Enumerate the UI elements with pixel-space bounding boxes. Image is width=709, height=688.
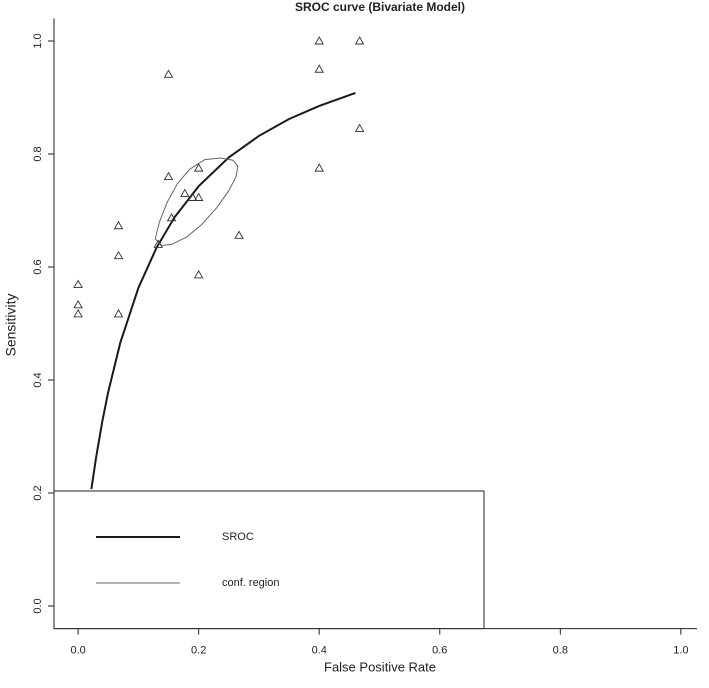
data-point <box>187 192 198 201</box>
data-point <box>73 279 83 288</box>
x-tick-label: 0.6 <box>432 645 447 657</box>
x-tick-label: 0.4 <box>312 645 327 657</box>
legend: SROC conf. region <box>53 490 485 630</box>
x-axis-label: False Positive Rate <box>324 659 436 674</box>
x-tick-label: 0.2 <box>191 645 206 657</box>
x-tick-label: 1.0 <box>673 645 688 657</box>
data-point <box>153 239 164 248</box>
y-tick-label: 0.4 <box>32 372 44 387</box>
legend-label: SROC <box>222 531 254 543</box>
data-point <box>193 270 204 279</box>
data-point <box>113 220 124 230</box>
data-point <box>193 192 204 201</box>
series-line <box>154 157 239 247</box>
legend-box <box>53 490 485 630</box>
data-point <box>314 163 324 172</box>
y-tick-label: 1.0 <box>32 33 44 48</box>
data-point <box>113 250 124 260</box>
data-point <box>193 163 204 172</box>
data-point <box>163 171 174 181</box>
y-tick-label: 0.6 <box>32 259 44 274</box>
y-tick-label: 0.2 <box>32 485 44 500</box>
series-line <box>90 92 356 490</box>
data-point <box>354 123 365 133</box>
data-point <box>180 188 190 197</box>
x-tick-label: 0.0 <box>70 645 85 657</box>
data-point <box>113 308 124 318</box>
chart-title: SROC curve (Bivariate Model) <box>295 0 465 14</box>
y-tick-label: 0.0 <box>32 598 44 613</box>
data-point <box>354 36 365 45</box>
data-point <box>314 36 324 45</box>
y-axis-label: Sensitivity <box>3 293 19 356</box>
y-tick-label: 0.8 <box>32 146 44 161</box>
data-point <box>234 230 244 239</box>
x-tick-label: 0.8 <box>553 645 568 657</box>
data-point <box>73 299 83 309</box>
data-point <box>163 69 174 78</box>
data-point <box>314 64 324 73</box>
data-point <box>166 212 177 222</box>
legend-label: conf. region <box>222 577 279 589</box>
data-point <box>73 308 83 318</box>
